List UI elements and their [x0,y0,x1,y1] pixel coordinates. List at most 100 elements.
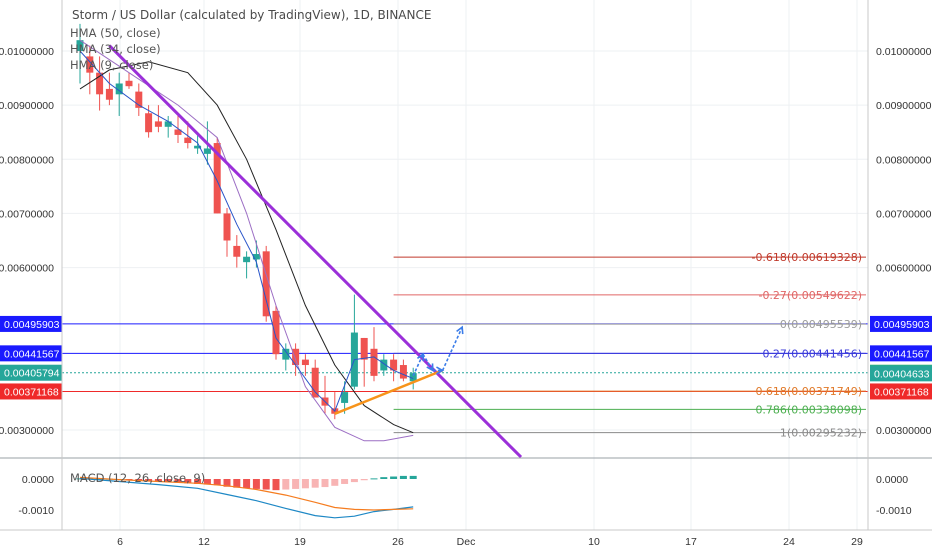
candle-body [370,348,378,376]
macd-bar [311,479,319,488]
hma34-line [79,39,414,442]
macd-bar [321,479,329,488]
candle-body [203,148,211,154]
candle-body [243,256,251,263]
macd-bar [164,479,172,483]
macd-bar [213,479,221,486]
right-badge-label: 0.00371168 [874,386,929,398]
y-tick-left: 0.01000000 [0,46,54,58]
candle-body [96,72,104,95]
signal-line [79,476,414,511]
candle-body [135,91,143,108]
left-price-badge: 0.00495903 [0,315,62,332]
macd-bar [390,476,398,479]
candle-body [154,121,162,127]
support-line [334,369,444,415]
y-tick-left: 0.00300000 [0,425,54,437]
macd-y-tick-right: -0.0010 [876,505,912,517]
macd-bar [174,479,182,483]
candle-body [184,137,192,144]
left-badge-bg [0,315,62,332]
left-badge-label: 0.00371168 [4,386,59,398]
right-badge-label: 0.00441567 [874,348,930,360]
macd-bar [350,479,358,483]
macd-bar [203,479,211,485]
macd-legend: MACD (12, 26, close, 9) [70,471,205,485]
forecast-arrow [422,353,434,371]
fib-label: 0(0.00495539) [780,318,862,331]
x-tick: 19 [294,536,306,548]
price-pane: 0.00495903 0.00441567 0.00405794 0.00371168… [0,23,868,459]
right-badge-label: 0.00404633 [874,368,930,380]
macd-bar [282,479,290,490]
fib-label: 0.786(0.00338098) [755,403,862,416]
candle-body [174,129,182,135]
hma9-line [79,50,414,412]
forecast-arrowhead [456,325,464,335]
forecast-arrow [412,353,424,377]
right-price-badge: 0.00495903 [870,315,932,332]
macd-bar [331,479,339,486]
macd-bar [96,478,104,480]
macd-bar [272,479,280,491]
macd-bar [243,479,251,489]
y-tick-right: 0.00600000 [876,263,932,275]
candle-body [115,83,123,95]
candle-body [76,40,84,51]
x-tick: 6 [117,536,123,548]
fib-label: 1(0.00295232) [780,427,862,440]
y-tick-right: 0.00300000 [876,425,932,437]
legend-hma34: HMA (34, close) [70,42,161,56]
candle-body [399,365,407,379]
macd-bar [409,475,417,479]
right-badge-label: 0.00495903 [874,319,930,331]
macd-line [79,477,414,519]
fib-label: -0.27(0.00549622) [758,289,862,302]
y-tick-right: 0.01000000 [876,46,932,58]
left-badge-bg [0,364,62,381]
macd-y-tick-left: -0.0010 [18,505,54,517]
macd-pane [76,475,417,519]
x-tick: 10 [588,536,600,548]
right-badge-bg [870,365,932,382]
right-badge-bg [870,315,932,332]
macd-bar [292,479,300,489]
left-price-badge: 0.00405794 [0,364,62,381]
x-tick: 24 [783,536,795,548]
candle-body [252,254,260,260]
hma50-line [79,61,414,434]
candle-body [223,213,231,241]
macd-bar [135,479,143,481]
chart-title: Storm / US Dollar (calculated by Trading… [72,8,431,22]
candle-body [301,359,309,366]
x-tick: 29 [851,536,863,548]
macd-bar [223,479,231,487]
macd-bar [262,479,270,490]
right-badge-bg [870,345,932,362]
macd-bar [370,478,378,480]
y-tick-left: 0.00900000 [0,100,54,112]
left-price-badge: 0.00441567 [0,345,62,362]
candle-body [86,56,94,73]
y-tick-left: 0.00800000 [0,154,54,166]
candle-body [233,245,241,257]
macd-bar [194,479,202,484]
x-tick: 26 [392,536,404,548]
macd-bar [380,477,388,479]
candle-body [282,348,290,360]
y-tick-right: 0.00900000 [876,100,932,112]
fib-label: 0.618(0.00371749) [755,385,862,398]
right-price-badge: 0.00371168 [870,383,932,400]
macd-y-tick-left: 0.0000 [22,474,54,486]
y-tick-right: 0.00800000 [876,154,932,166]
x-tick: Dec [457,536,476,548]
right-badge-bg [870,383,932,400]
left-badge-bg [0,383,62,400]
left-badge-label: 0.00495903 [4,319,60,331]
candle-body [164,121,172,127]
forecast-arrow [441,326,463,371]
y-tick-left: 0.00700000 [0,208,54,220]
macd-bar [341,479,349,484]
